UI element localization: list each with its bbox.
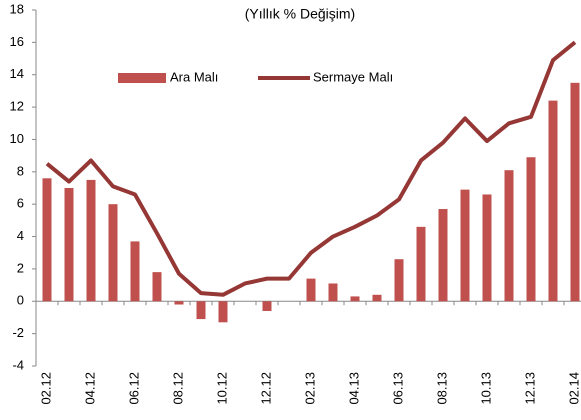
bar: [218, 301, 228, 323]
x-tick-label: 08.13: [434, 372, 449, 405]
line: [45, 40, 577, 297]
x-tick-label: 12.13: [522, 372, 537, 405]
bar: [394, 259, 404, 302]
bar: [262, 301, 272, 311]
bar: [350, 296, 360, 302]
bar: [152, 272, 162, 302]
x-tick-label: 06.13: [390, 372, 405, 405]
legend-label: Sermaye Malı: [313, 69, 393, 84]
bar: [174, 301, 184, 305]
legend-swatch: [118, 73, 166, 83]
y-tick-label: -4: [12, 357, 24, 372]
y-tick-label: 12: [10, 99, 24, 114]
bar: [570, 82, 580, 302]
bar: [306, 278, 316, 302]
bar: [108, 204, 118, 302]
bar: [460, 189, 470, 302]
x-tick-label: 10.13: [478, 372, 493, 405]
y-tick-label: 4: [17, 228, 24, 243]
y-tick-label: 6: [17, 196, 24, 211]
bar: [482, 194, 492, 302]
bar: [504, 170, 514, 302]
y-tick-label: 10: [10, 131, 24, 146]
bar: [42, 178, 52, 302]
legend-label: Ara Malı: [170, 69, 218, 84]
bar: [526, 157, 536, 302]
x-tick-label: 12.12: [258, 372, 273, 405]
y-tick-label: 18: [10, 1, 24, 16]
x-tick-label: 08.12: [170, 372, 185, 405]
bar: [64, 188, 74, 302]
bar: [416, 226, 426, 302]
y-tick-label: 2: [17, 260, 24, 275]
bar: [372, 294, 382, 302]
x-tick-label: 02.14: [566, 372, 581, 405]
y-tick-label: 8: [17, 163, 24, 178]
bar: [86, 179, 96, 302]
bar: [548, 100, 558, 302]
bar: [130, 241, 140, 302]
y-tick-label: 16: [10, 34, 24, 49]
bar: [196, 301, 206, 320]
y-tick-label: -2: [12, 325, 24, 340]
y-tick-label: 14: [10, 66, 24, 81]
x-tick-label: 06.12: [126, 372, 141, 405]
x-tick-label: 10.12: [214, 372, 229, 405]
x-tick-label: 04.13: [346, 372, 361, 405]
bar: [438, 209, 448, 302]
y-tick-label: 0: [17, 293, 24, 308]
chart-title: (Yıllık % Değişim): [245, 6, 355, 22]
x-tick-label: 02.12: [38, 372, 53, 405]
x-tick-label: 04.12: [82, 372, 97, 405]
x-tick-label: 02.13: [302, 372, 317, 405]
bar: [328, 283, 338, 302]
